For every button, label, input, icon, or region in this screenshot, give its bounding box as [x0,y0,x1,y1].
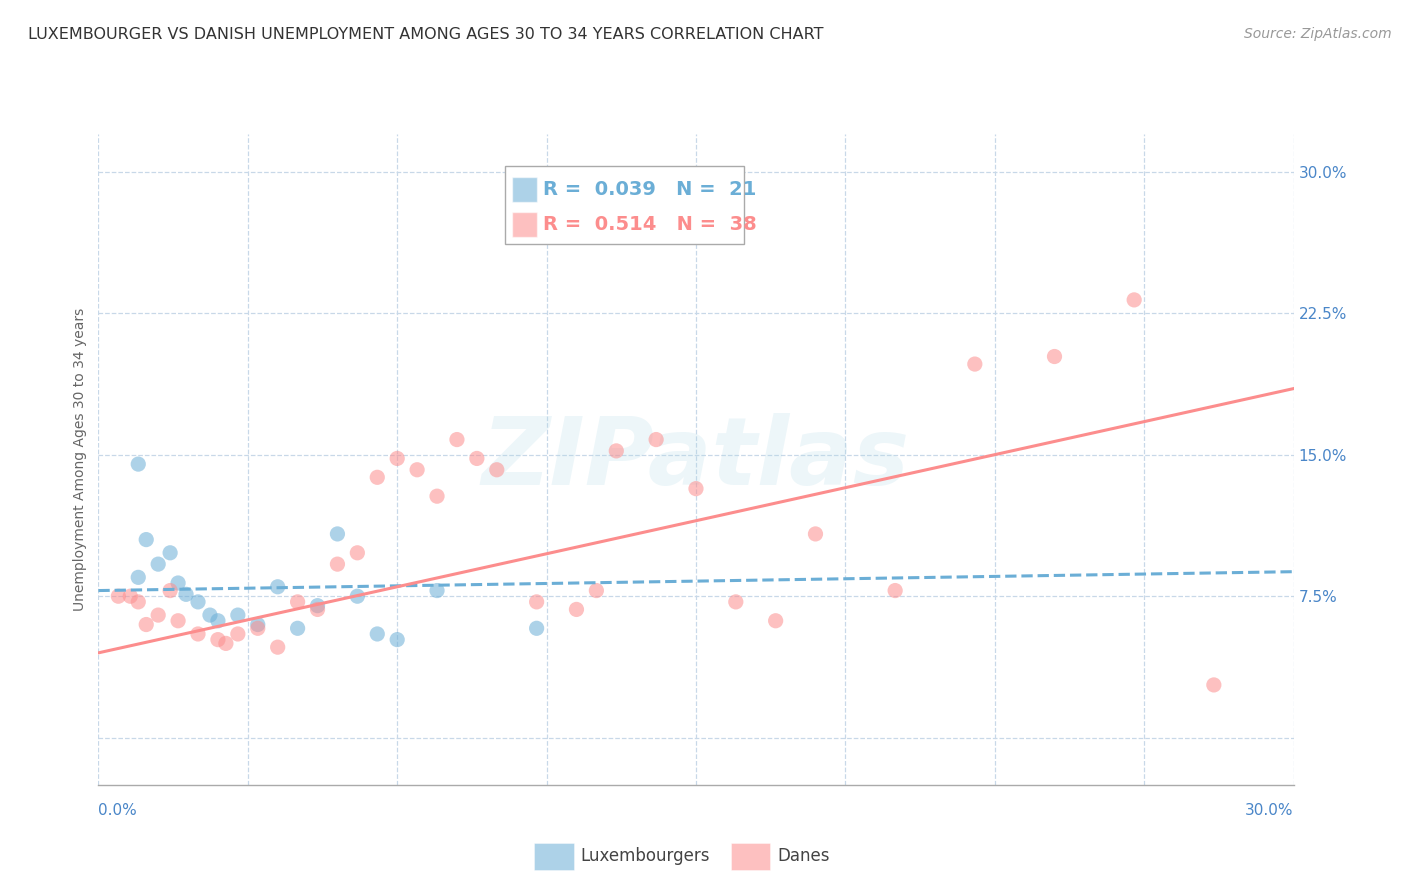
Point [226,608,249,623]
Point [346,546,368,560]
Point [246,617,269,632]
Text: Luxembourgers: Luxembourgers [581,847,710,865]
Point [963,357,986,371]
Point [724,595,747,609]
Point [385,451,409,466]
Point [187,627,209,641]
Point [187,595,209,609]
Text: R =  0.039   N =  21: R = 0.039 N = 21 [543,179,756,199]
Point [287,621,309,635]
Point [127,570,149,584]
Point [685,482,707,496]
Point [465,451,488,466]
Point [406,463,429,477]
Point [207,632,229,647]
Point [198,608,221,623]
Text: Danes: Danes [778,847,830,865]
Point [526,595,548,609]
Point [1123,293,1146,307]
Point [167,576,190,591]
Text: Source: ZipAtlas.com: Source: ZipAtlas.com [1244,27,1392,41]
Point [215,636,238,650]
Point [307,602,329,616]
Point [287,595,309,609]
Point [426,489,449,503]
Point [267,640,290,655]
Text: LUXEMBOURGER VS DANISH UNEMPLOYMENT AMONG AGES 30 TO 34 YEARS CORRELATION CHART: LUXEMBOURGER VS DANISH UNEMPLOYMENT AMON… [28,27,824,42]
Point [120,589,142,603]
Point [645,433,668,447]
Point [366,470,388,484]
Point [1202,678,1225,692]
Point [585,583,607,598]
Point [605,443,627,458]
Point [884,583,907,598]
Y-axis label: Unemployment Among Ages 30 to 34 years: Unemployment Among Ages 30 to 34 years [73,308,87,611]
Point [346,589,368,603]
Point [446,433,468,447]
Point [148,557,170,571]
Point [148,608,170,623]
Point [1043,350,1066,364]
Point [485,463,508,477]
Point [267,580,290,594]
Point [326,527,349,541]
Text: 30.0%: 30.0% [1246,803,1294,818]
Point [226,627,249,641]
Point [174,587,197,601]
Point [765,614,787,628]
Point [135,533,157,547]
Point [385,632,409,647]
Point [127,595,149,609]
Point [366,627,388,641]
Point [167,614,190,628]
Point [326,557,349,571]
Point [526,621,548,635]
Point [207,614,229,628]
Text: 0.0%: 0.0% [98,803,138,818]
Point [246,621,269,635]
Text: R =  0.514   N =  38: R = 0.514 N = 38 [543,215,756,234]
Point [127,457,149,471]
Point [159,583,181,598]
Point [307,599,329,613]
Text: ZIPatlas: ZIPatlas [482,413,910,506]
Point [159,546,181,560]
Point [135,617,157,632]
Point [107,589,129,603]
Point [426,583,449,598]
Point [804,527,827,541]
Point [565,602,588,616]
